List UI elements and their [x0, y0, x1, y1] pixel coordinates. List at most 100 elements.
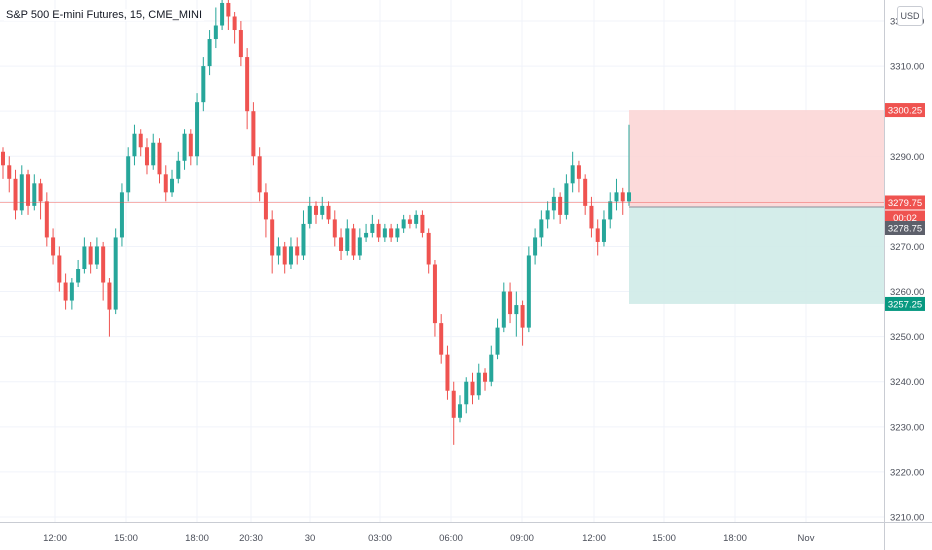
candle-body: [69, 282, 74, 301]
candle-body: [389, 228, 394, 238]
candle-body: [38, 183, 43, 202]
candle-body: [19, 174, 24, 211]
take-profit-zone[interactable]: [629, 207, 884, 304]
candle-body: [226, 2, 231, 17]
candle-body: [282, 246, 287, 265]
candle-body: [119, 192, 124, 238]
entry-price-label: 3278.75: [885, 221, 925, 235]
x-tick-label: 15:00: [652, 533, 676, 544]
candle-body: [576, 165, 581, 179]
y-tick-label: 3250.00: [890, 332, 924, 343]
y-tick-label: 3260.00: [890, 287, 924, 298]
position-zones[interactable]: [629, 110, 884, 304]
x-tick-label: 20:30: [239, 533, 263, 544]
candle-body: [138, 133, 143, 148]
candle-body: [76, 269, 81, 283]
candle-body: [170, 178, 175, 193]
currency-button[interactable]: USD: [897, 6, 923, 26]
bar-countdown-label: 00:02: [885, 210, 925, 225]
candle-body: [414, 214, 419, 224]
candle-body: [157, 142, 162, 175]
y-tick-label: 3230.00: [890, 422, 924, 433]
x-tick-label: 18:00: [723, 533, 747, 544]
chart-grid: [0, 0, 884, 522]
candle-body: [301, 223, 306, 256]
candle-body: [201, 66, 206, 103]
candle-body: [44, 201, 49, 238]
stop-price-label: 3300.25: [885, 103, 925, 118]
candle-body: [426, 232, 431, 265]
candle-body: [101, 246, 106, 283]
x-tick-label: 18:00: [185, 533, 209, 544]
candle-body: [470, 381, 475, 396]
candle-body: [307, 205, 312, 224]
candle-body: [176, 160, 181, 179]
candle-body: [439, 323, 444, 355]
candle-body: [345, 228, 350, 251]
candle-body: [332, 219, 337, 238]
svg-text:3300.25: 3300.25: [888, 106, 922, 117]
y-tick-label: 3290.00: [890, 152, 924, 163]
candle-body: [232, 16, 237, 31]
candle-body: [445, 354, 450, 391]
candle-body: [364, 232, 369, 238]
candle-body: [495, 327, 500, 355]
candle-body: [251, 111, 256, 157]
candle-body: [13, 178, 18, 211]
candle-body: [113, 237, 118, 310]
candle-body: [276, 246, 281, 256]
candle-body: [326, 205, 331, 220]
candle-body: [432, 264, 437, 324]
y-tick-label: 3220.00: [890, 467, 924, 478]
candle-body: [501, 291, 506, 328]
candle-body: [144, 147, 149, 166]
x-tick-label: 12:00: [582, 533, 606, 544]
candle-body: [545, 210, 550, 220]
candle-body: [520, 305, 525, 328]
candle-body: [382, 228, 387, 238]
candle-body: [608, 201, 613, 220]
y-tick-label: 3210.00: [890, 513, 924, 524]
candle-body: [320, 205, 325, 215]
candle-body: [257, 156, 262, 193]
candle-body: [132, 133, 137, 157]
candle-body: [526, 255, 531, 328]
svg-text:00:02: 00:02: [893, 213, 917, 224]
candle-body: [314, 205, 318, 215]
chart-title: S&P 500 E-mini Futures, 15, CME_MINI: [4, 9, 205, 21]
candle-body: [551, 196, 556, 211]
candle-body: [589, 205, 594, 229]
candles: [0, 0, 884, 445]
candle-body: [195, 102, 200, 157]
x-tick-label: 30: [305, 533, 316, 544]
candle-body: [295, 246, 300, 256]
candle-body: [407, 219, 412, 224]
svg-text:3278.75: 3278.75: [888, 224, 922, 235]
x-tick-label: 15:00: [114, 533, 138, 544]
candle-body: [82, 246, 87, 269]
candle-body: [620, 192, 625, 202]
stop-loss-zone[interactable]: [629, 110, 884, 207]
candle-body: [614, 192, 619, 202]
candle-body: [1, 151, 5, 166]
candle-body: [288, 246, 293, 265]
candle-body: [583, 178, 588, 206]
candle-body: [627, 192, 631, 202]
x-tick-label: 09:00: [510, 533, 534, 544]
candle-body: [263, 192, 268, 220]
last-price-label: 3279.75: [885, 195, 925, 210]
candle-body: [94, 246, 99, 265]
candle-body: [57, 255, 62, 283]
target-price-label: 3257.25: [885, 296, 925, 311]
candle-body: [401, 219, 406, 229]
candle-body: [182, 133, 187, 161]
candle-body: [32, 183, 37, 206]
candle-body: [514, 305, 519, 315]
candle-body: [601, 219, 606, 242]
candle-body: [533, 237, 538, 256]
candle-body: [570, 165, 575, 184]
candle-body: [245, 57, 250, 112]
x-tick-label: Nov: [798, 533, 815, 544]
